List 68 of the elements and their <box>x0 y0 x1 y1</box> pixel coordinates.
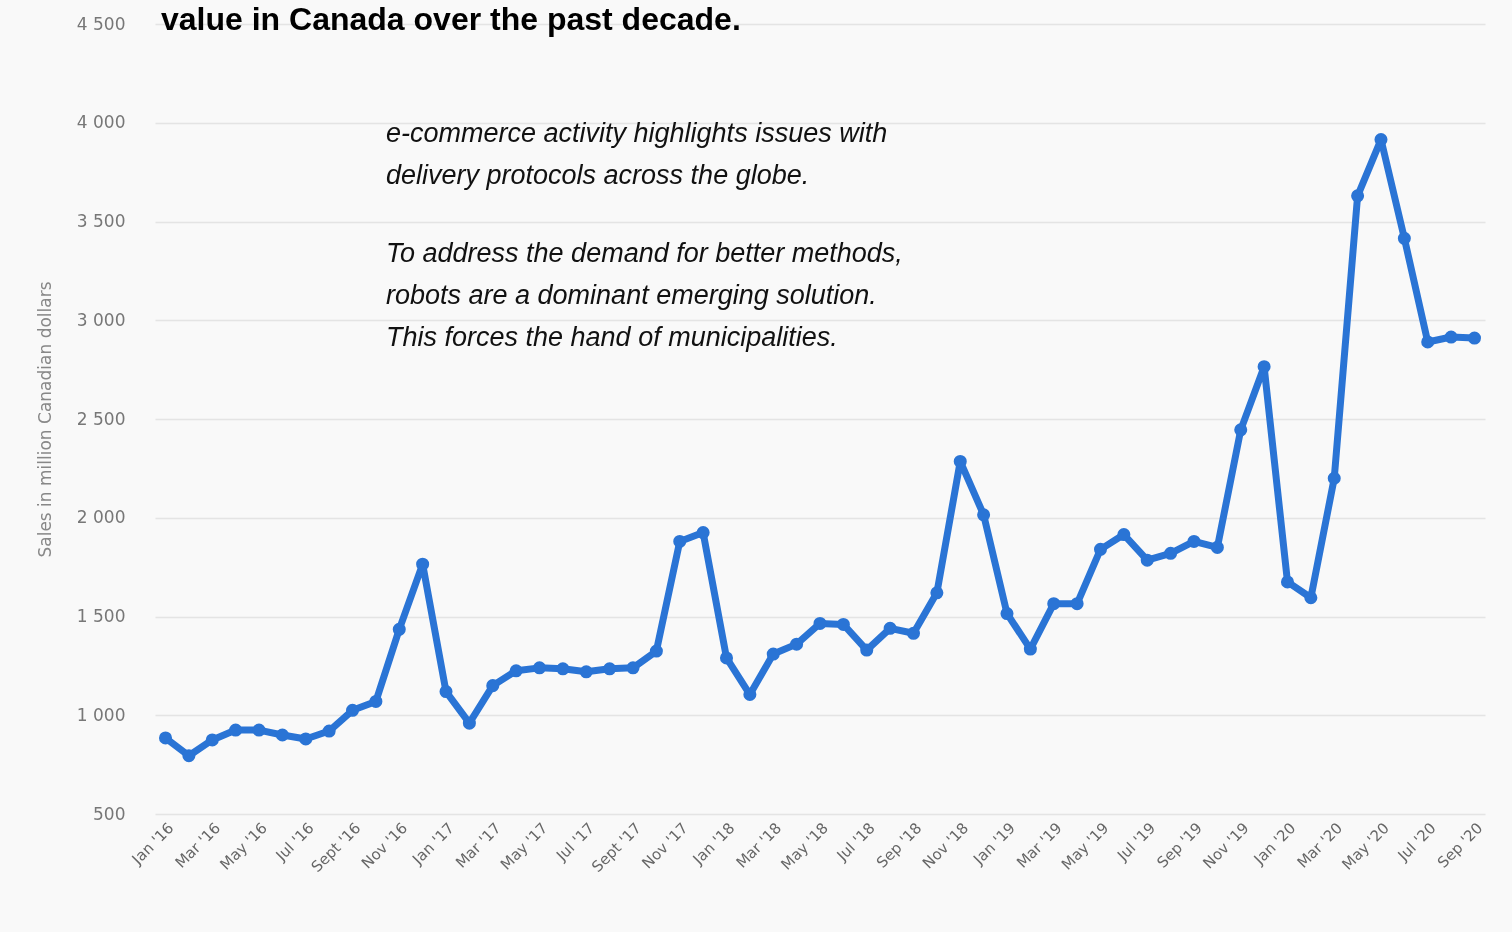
point <box>1304 591 1318 605</box>
point <box>1257 360 1271 374</box>
point <box>159 731 173 745</box>
point <box>1070 597 1084 611</box>
y-tick-label: 2 000 <box>76 507 126 528</box>
point <box>532 661 547 675</box>
point <box>439 685 453 699</box>
point <box>345 703 360 717</box>
point <box>1140 553 1154 567</box>
point <box>1117 528 1131 542</box>
point <box>626 661 640 675</box>
point <box>603 662 617 676</box>
y-axis-title: Sales in million Canadian dollars <box>34 281 55 558</box>
point <box>299 732 313 746</box>
point <box>182 749 196 763</box>
point <box>719 651 734 665</box>
point <box>977 508 991 522</box>
point <box>229 723 243 737</box>
y-tick-label: 3 000 <box>76 309 126 330</box>
point <box>1374 133 1388 147</box>
point <box>930 586 944 600</box>
point <box>509 664 523 678</box>
point <box>1093 542 1108 556</box>
point <box>1444 330 1458 344</box>
annotation: To address the demand for better methods, robots are a dominant emerging solution. This forces the hand of municipalities. <box>386 237 903 352</box>
point <box>1047 597 1061 611</box>
point <box>462 716 476 730</box>
point <box>906 626 921 640</box>
y-tick-label: 2 500 <box>76 408 126 429</box>
point <box>579 665 593 679</box>
point <box>1164 546 1178 560</box>
point <box>275 728 289 742</box>
point <box>416 557 430 571</box>
y-tick-label: 3 500 <box>76 211 126 231</box>
y-tick-label: 4 500 <box>76 13 126 34</box>
point <box>1234 423 1248 437</box>
y-tick-label: 1 500 <box>76 606 126 626</box>
point <box>322 724 336 738</box>
point <box>790 637 804 651</box>
point <box>205 733 219 747</box>
point <box>813 616 827 630</box>
y-tick-label: 4 000 <box>76 112 126 133</box>
point <box>1327 471 1341 485</box>
point <box>1000 607 1014 621</box>
point <box>1421 335 1435 349</box>
y-tick-label: 500 <box>93 803 126 824</box>
point <box>1187 534 1201 548</box>
point <box>1351 189 1365 203</box>
y-tick-label: 1 000 <box>76 704 126 725</box>
point <box>1280 575 1295 589</box>
annotation: e-commerce activity highlights issues with delivery protocols across the globe. <box>386 118 888 190</box>
point <box>1467 331 1481 345</box>
point <box>860 643 874 657</box>
point <box>953 454 967 468</box>
point <box>369 694 383 708</box>
point <box>556 662 570 676</box>
point <box>673 534 687 548</box>
point <box>1397 231 1411 245</box>
point <box>696 526 710 540</box>
point <box>392 622 406 636</box>
point <box>836 617 850 631</box>
point <box>486 679 500 693</box>
point <box>1210 540 1224 554</box>
point <box>766 647 780 661</box>
chart-title: value in Canada over the past decade. <box>161 1 741 37</box>
point <box>252 723 266 737</box>
point <box>883 621 897 635</box>
point <box>649 644 663 658</box>
